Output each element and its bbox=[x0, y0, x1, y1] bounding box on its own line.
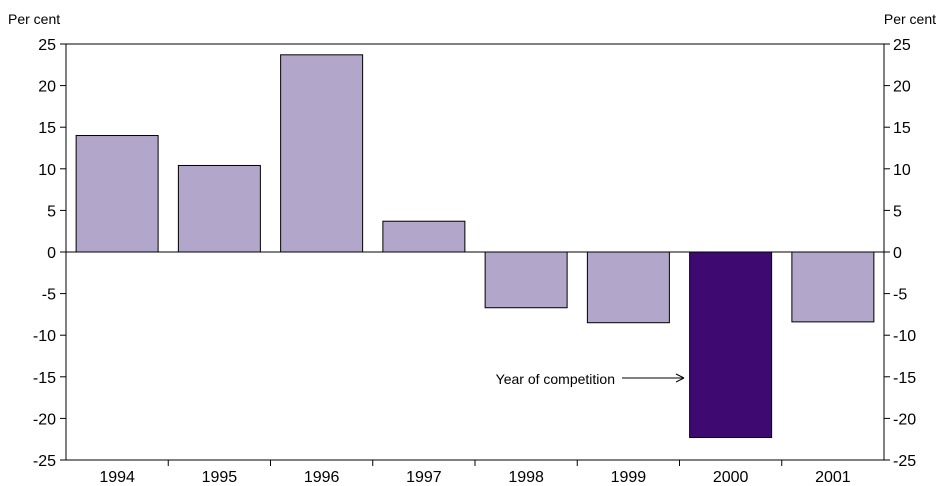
right-tick-label: 15 bbox=[893, 120, 911, 137]
x-tick-label-1998: 1998 bbox=[508, 469, 544, 486]
bar-1997 bbox=[382, 220, 466, 253]
left-tick-label: 25 bbox=[38, 37, 56, 54]
right-tick-label: 10 bbox=[893, 162, 911, 179]
right-tick-label: 25 bbox=[893, 37, 911, 54]
right-tick-label: 5 bbox=[893, 203, 902, 220]
bar-2000 bbox=[689, 251, 773, 439]
x-tick-label-1995: 1995 bbox=[202, 469, 238, 486]
x-tick-label-1994: 1994 bbox=[99, 469, 135, 486]
bar-1999 bbox=[586, 251, 670, 324]
bar-1995 bbox=[177, 164, 261, 253]
bar-1998 bbox=[484, 251, 568, 309]
right-tick-label: -15 bbox=[893, 370, 916, 387]
x-tick-label-1996: 1996 bbox=[304, 469, 340, 486]
left-axis: 25 20 15 10 5 0 -5 -10 -15 -20 -25 bbox=[33, 37, 66, 470]
x-tick-label-1997: 1997 bbox=[406, 469, 442, 486]
left-axis-unit-label: Per cent bbox=[8, 11, 60, 27]
left-tick-label: 5 bbox=[47, 203, 56, 220]
x-axis: 1994 1995 1996 1997 1998 1999 2000 2001 bbox=[99, 460, 851, 486]
annotation-arrowhead bbox=[675, 373, 685, 383]
x-tick-label-2000: 2000 bbox=[713, 469, 749, 486]
left-tick-label: 20 bbox=[38, 79, 56, 96]
left-tick-label: 15 bbox=[38, 120, 56, 137]
left-tick-label: -10 bbox=[33, 328, 56, 345]
right-axis: 25 20 15 10 5 0 -5 -10 -15 -20 -25 bbox=[884, 37, 916, 470]
bar-1994 bbox=[75, 135, 159, 253]
right-tick-label: -5 bbox=[893, 287, 907, 304]
x-tick-label-1999: 1999 bbox=[611, 469, 647, 486]
right-tick-label: -25 bbox=[893, 453, 916, 470]
left-tick-label: -20 bbox=[33, 411, 56, 428]
left-tick-label: 10 bbox=[38, 162, 56, 179]
right-tick-label: -20 bbox=[893, 411, 916, 428]
left-tick-label: -25 bbox=[33, 453, 56, 470]
bar-group bbox=[75, 54, 875, 439]
left-tick-label: 0 bbox=[47, 245, 56, 262]
right-tick-label: 0 bbox=[893, 245, 902, 262]
left-tick-label: -15 bbox=[33, 370, 56, 387]
x-tick-label-2001: 2001 bbox=[815, 469, 851, 486]
bar-1996 bbox=[280, 54, 364, 253]
left-tick-label: -5 bbox=[42, 287, 56, 304]
bar-2001 bbox=[791, 251, 875, 323]
annotation-label: Year of competition bbox=[496, 371, 615, 387]
right-tick-label: 20 bbox=[893, 79, 911, 96]
right-tick-label: -10 bbox=[893, 328, 916, 345]
right-axis-unit-label: Per cent bbox=[884, 11, 936, 27]
